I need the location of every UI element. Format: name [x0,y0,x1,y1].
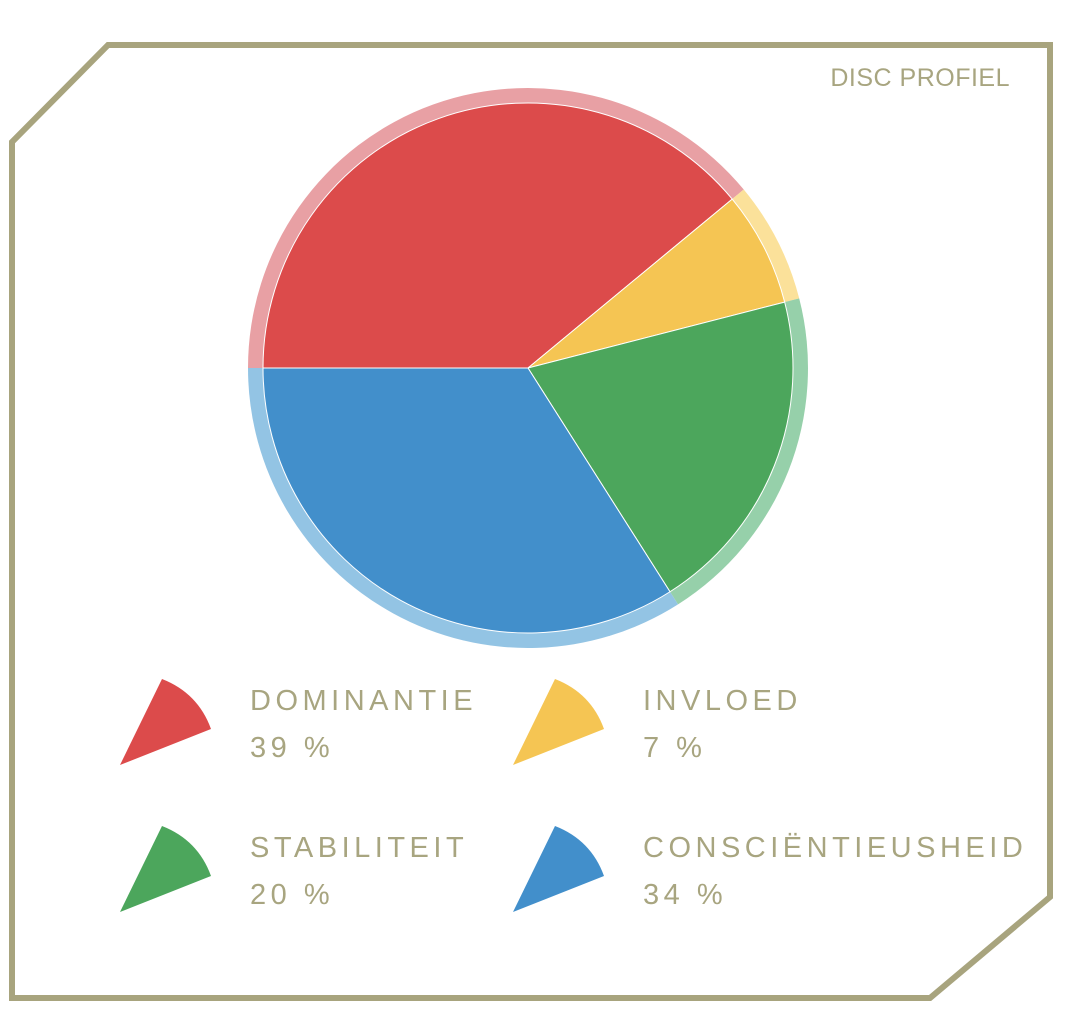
legend-label-dominantie: DOMINANTIE [250,685,478,717]
pie-slice-stabiliteit[interactable] [527,301,794,593]
pie-slice-invloed[interactable] [527,198,786,369]
legend-swatch-dominantie [120,679,211,765]
legend-item-stabiliteit: STABILITEIT 20 % [118,824,538,934]
legend-label-invloed: INVLOED [643,685,802,717]
legend-label-conscientieusheid: CONSCIËNTIEUSHEID [643,832,1028,864]
legend-item-dominantie: DOMINANTIE 39 % [118,677,538,787]
legend-value-stabiliteit: 20 % [250,879,335,911]
legend-item-conscientieusheid: CONSCIËNTIEUSHEID 34 % [511,824,1023,934]
legend-swatch-stabiliteit [120,826,211,912]
legend-value-invloed: 7 % [643,732,707,764]
legend-value-dominantie: 39 % [250,732,335,764]
legend-swatch-invloed [513,679,604,765]
legend-value-conscientieusheid: 34 % [643,879,728,911]
pie-slice-conscientieusheid[interactable] [262,367,671,634]
chart-title: DISC PROFIEL [830,64,1010,92]
legend-swatch-conscientieusheid [513,826,604,912]
pie-slice-dominantie[interactable] [262,102,733,369]
legend-label-stabiliteit: STABILITEIT [250,832,469,864]
legend-item-invloed: INVLOED 7 % [511,677,931,787]
